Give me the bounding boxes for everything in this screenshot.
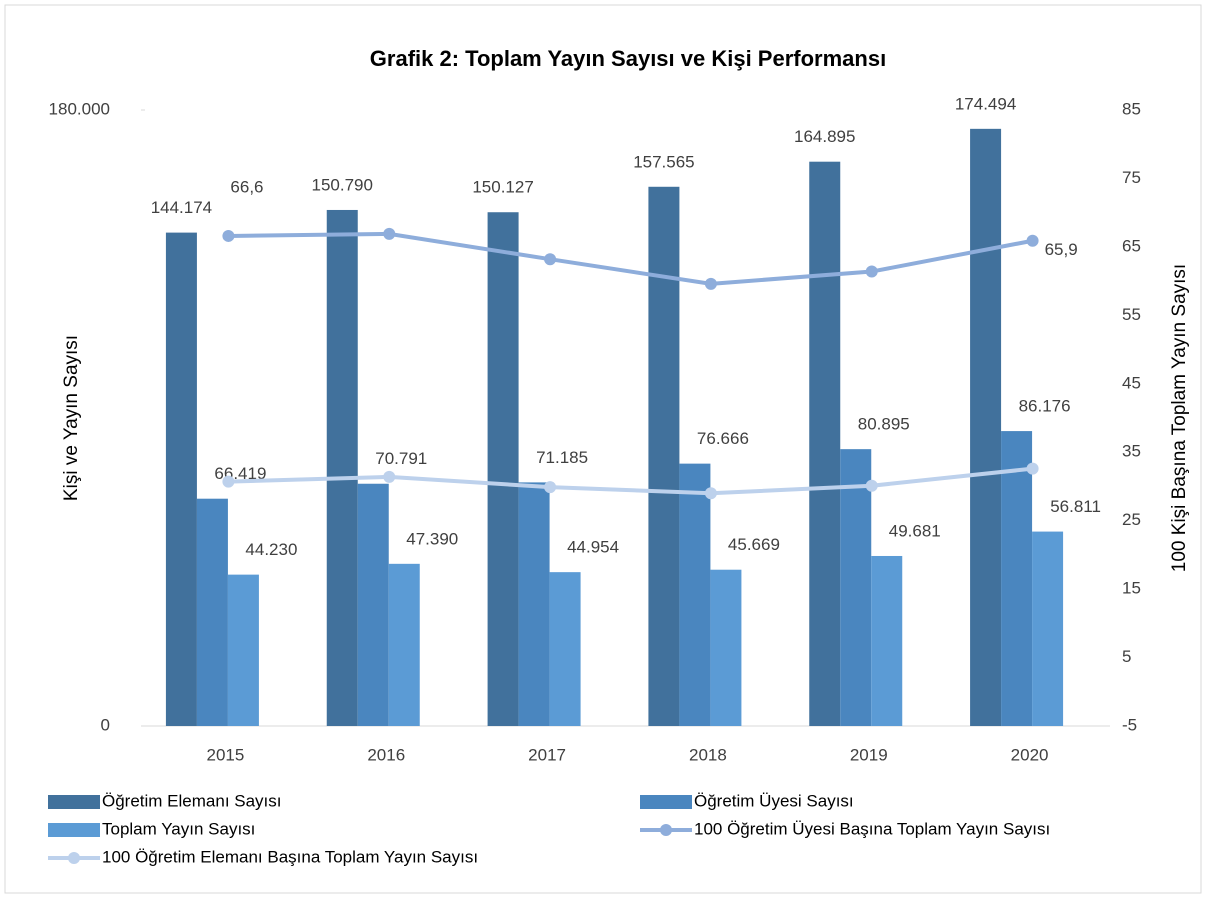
data-label: 150.790 bbox=[312, 175, 373, 194]
bar bbox=[357, 483, 389, 726]
line-point bbox=[544, 481, 557, 494]
y2-tick-label: 75 bbox=[1122, 168, 1141, 187]
bar bbox=[388, 563, 420, 726]
bar bbox=[1001, 431, 1033, 726]
bar bbox=[165, 232, 197, 726]
line-point bbox=[704, 487, 717, 500]
y2-tick-label: 35 bbox=[1122, 442, 1141, 461]
bar bbox=[326, 209, 358, 726]
legend-label: 100 Öğretim Üyesi Başına Toplam Yayın Sa… bbox=[694, 819, 1050, 838]
x-tick-label: 2015 bbox=[207, 745, 245, 764]
legend-marker bbox=[68, 852, 80, 864]
line-point bbox=[222, 475, 235, 488]
chart-title: Grafik 2: Toplam Yayın Sayısı ve Kişi Pe… bbox=[370, 46, 886, 71]
data-label: 144.174 bbox=[151, 198, 212, 217]
bar bbox=[227, 574, 259, 726]
data-label: 47.390 bbox=[406, 529, 458, 548]
line-point bbox=[383, 227, 396, 240]
bar bbox=[809, 161, 841, 726]
data-label: 49.681 bbox=[889, 521, 941, 540]
data-label: 86.176 bbox=[1019, 397, 1071, 416]
bar bbox=[679, 463, 711, 726]
data-label: 174.494 bbox=[955, 94, 1016, 113]
data-label: 44.230 bbox=[245, 540, 297, 559]
legend-label: Toplam Yayın Sayısı bbox=[102, 819, 255, 838]
bar bbox=[648, 186, 680, 726]
bar bbox=[710, 569, 742, 726]
legend-label: Öğretim Elemanı Sayısı bbox=[102, 791, 282, 810]
data-label: 70.791 bbox=[375, 449, 427, 468]
line-point bbox=[1026, 462, 1039, 475]
line-point bbox=[865, 265, 878, 278]
line bbox=[228, 231, 1033, 286]
bar bbox=[970, 128, 1002, 726]
bar bbox=[840, 449, 872, 726]
bar bbox=[487, 212, 519, 726]
x-tick-label: 2016 bbox=[367, 745, 405, 764]
data-label: 80.895 bbox=[858, 415, 910, 434]
x-tick-label: 2019 bbox=[850, 745, 888, 764]
legend-swatch bbox=[640, 795, 692, 809]
line-point bbox=[865, 479, 878, 492]
line bbox=[228, 466, 1033, 496]
data-label: 76.666 bbox=[697, 429, 749, 448]
data-label: 164.895 bbox=[794, 127, 855, 146]
y2-axis-title: 100 Kişi Başına Toplam Yayın Sayısı bbox=[1169, 264, 1190, 572]
data-label: 66,6 bbox=[230, 177, 263, 196]
data-label: 44.954 bbox=[567, 538, 619, 557]
data-label: 71.185 bbox=[536, 448, 588, 467]
line-point bbox=[544, 253, 557, 266]
data-label: 56.811 bbox=[1050, 497, 1101, 516]
legend-swatch bbox=[48, 823, 100, 837]
bar bbox=[196, 498, 228, 726]
y2-tick-label: 55 bbox=[1122, 305, 1141, 324]
bar bbox=[549, 572, 581, 726]
line-point bbox=[222, 229, 235, 242]
bar bbox=[871, 555, 903, 726]
y2-tick-label: 25 bbox=[1122, 510, 1141, 529]
y2-tick-label: 15 bbox=[1122, 579, 1141, 598]
y2-tick-label: 45 bbox=[1122, 373, 1141, 392]
line-point bbox=[383, 470, 396, 483]
y2-tick-label: 65 bbox=[1122, 236, 1141, 255]
bar bbox=[1032, 531, 1064, 726]
legend-marker bbox=[660, 824, 672, 836]
data-label: 157.565 bbox=[633, 152, 694, 171]
data-label: 65,9 bbox=[1045, 240, 1078, 259]
x-tick-label: 2017 bbox=[528, 745, 566, 764]
y-axis-title: Kişi ve Yayın Sayısı bbox=[61, 335, 82, 501]
y2-tick-label: -5 bbox=[1122, 715, 1137, 734]
y-tick-label: 0 bbox=[101, 715, 110, 734]
x-tick-label: 2020 bbox=[1011, 745, 1049, 764]
x-tick-label: 2018 bbox=[689, 745, 727, 764]
bar bbox=[518, 482, 550, 726]
legend-swatch bbox=[48, 795, 100, 809]
data-label: 150.127 bbox=[472, 178, 533, 197]
line-point bbox=[1026, 234, 1039, 247]
y2-tick-label: 85 bbox=[1122, 99, 1141, 118]
data-label: 45.669 bbox=[728, 535, 780, 554]
legend-label: Öğretim Üyesi Sayısı bbox=[694, 791, 854, 810]
y-tick-label: 180.000 bbox=[49, 99, 110, 118]
legend-label: 100 Öğretim Elemanı Başına Toplam Yayın … bbox=[102, 847, 478, 866]
line-point bbox=[704, 277, 717, 290]
y2-tick-label: 5 bbox=[1122, 647, 1131, 666]
